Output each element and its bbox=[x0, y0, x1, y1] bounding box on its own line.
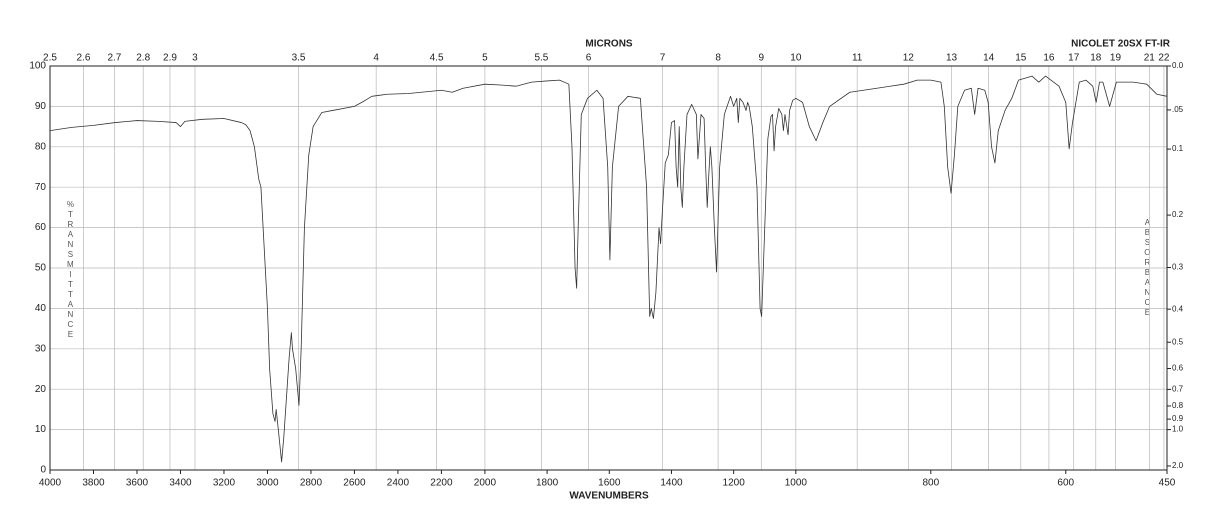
x2-tick-label: 19 bbox=[1110, 53, 1122, 64]
x-tick-label: 1200 bbox=[723, 478, 746, 489]
y-tick-label: 100 bbox=[29, 61, 46, 72]
x-tick-label: 3000 bbox=[256, 478, 279, 489]
y2-tick-label: 0.6 bbox=[1172, 364, 1184, 373]
y-axis-title: %TRANSMITTANCE bbox=[66, 200, 75, 340]
x2-tick-label: 2.6 bbox=[77, 53, 91, 64]
y2-tick-label: 0.0 bbox=[1172, 61, 1184, 70]
y-tick-label: 30 bbox=[35, 343, 47, 354]
x2-tick-label: 17 bbox=[1068, 53, 1080, 64]
x2-tick-label: 2.7 bbox=[107, 53, 121, 64]
y-tick-label: 90 bbox=[35, 101, 47, 112]
y2-tick-label: 0.8 bbox=[1172, 401, 1184, 410]
x2-tick-label: 6 bbox=[586, 53, 592, 64]
y2-tick-label: 0.5 bbox=[1172, 337, 1184, 346]
x-tick-label: 2400 bbox=[387, 478, 410, 489]
x2-tick-label: 18 bbox=[1090, 53, 1102, 64]
x2-tick-label: 4.5 bbox=[430, 53, 444, 64]
y2-tick-label: 0.4 bbox=[1172, 304, 1184, 313]
x-tick-label: 3800 bbox=[82, 478, 105, 489]
x-tick-label: 1600 bbox=[598, 478, 621, 489]
y2-tick-label: 0.2 bbox=[1172, 210, 1184, 219]
x2-tick-label: 11 bbox=[852, 53, 863, 64]
x2-tick-label: 4 bbox=[373, 53, 379, 64]
y-tick-label: 20 bbox=[35, 384, 47, 395]
x2-tick-label: 3.5 bbox=[292, 53, 306, 64]
x-tick-label: 2600 bbox=[343, 478, 366, 489]
y2-tick-label: 0.3 bbox=[1172, 263, 1184, 272]
x2-tick-label: 9 bbox=[759, 53, 765, 64]
y2-tick-label: 0.7 bbox=[1172, 385, 1184, 394]
x2-tick-label: 7 bbox=[660, 53, 666, 64]
x2-tick-label: 12 bbox=[903, 53, 915, 64]
x-tick-label: 1000 bbox=[785, 478, 808, 489]
x2-axis-title: MICRONS bbox=[585, 39, 633, 50]
plot-frame bbox=[49, 65, 1168, 471]
y2-tick-label: 2.0 bbox=[1172, 461, 1184, 470]
x-tick-label: 800 bbox=[922, 478, 939, 489]
y2-tick-label: 0.9 bbox=[1172, 414, 1184, 423]
x-tick-label: 2800 bbox=[300, 478, 323, 489]
x2-tick-label: 5 bbox=[482, 53, 488, 64]
y2-tick-label: .05 bbox=[1172, 105, 1184, 114]
y-tick-label: 0 bbox=[40, 465, 46, 476]
x-axis-title: WAVENUMBERS bbox=[569, 491, 649, 502]
x2-tick-label: 14 bbox=[983, 53, 995, 64]
x2-tick-label: 10 bbox=[790, 53, 802, 64]
x2-tick-label: 5.5 bbox=[534, 53, 548, 64]
y-tick-label: 60 bbox=[35, 222, 47, 233]
x-tick-label: 2200 bbox=[430, 478, 453, 489]
x2-tick-label: 8 bbox=[715, 53, 721, 64]
x-tick-label: 3400 bbox=[169, 478, 192, 489]
x-tick-label: 450 bbox=[1159, 478, 1176, 489]
y-tick-label: 70 bbox=[35, 182, 47, 193]
x2-tick-label: 2.8 bbox=[136, 53, 150, 64]
spectrum-line bbox=[49, 75, 1168, 463]
x-tick-label: 3600 bbox=[126, 478, 149, 489]
x2-tick-label: 15 bbox=[1015, 53, 1027, 64]
x2-tick-label: 22 bbox=[1158, 53, 1170, 64]
x-tick-label: 1400 bbox=[660, 478, 683, 489]
y2-tick-label: 1.0 bbox=[1172, 425, 1184, 434]
x2-tick-label: 13 bbox=[946, 53, 958, 64]
y-tick-label: 80 bbox=[35, 141, 47, 152]
x-tick-label: 3200 bbox=[213, 478, 236, 489]
x-tick-label: 4000 bbox=[39, 478, 62, 489]
x2-tick-label: 21 bbox=[1144, 53, 1156, 64]
y-tick-label: 10 bbox=[35, 424, 47, 435]
x2-tick-label: 16 bbox=[1043, 53, 1055, 64]
chart-title: NICOLET 20SX FT-IR bbox=[1071, 39, 1171, 50]
x2-tick-label: 3 bbox=[192, 53, 198, 64]
x2-tick-label: 2.5 bbox=[43, 53, 57, 64]
y-tick-label: 40 bbox=[35, 303, 47, 314]
y2-tick-label: 0.1 bbox=[1172, 144, 1184, 153]
x-tick-label: 1800 bbox=[536, 478, 559, 489]
x2-tick-label: 2.9 bbox=[163, 53, 177, 64]
x-tick-label: 2000 bbox=[474, 478, 497, 489]
x-tick-label: 600 bbox=[1057, 478, 1074, 489]
y-tick-label: 50 bbox=[35, 263, 47, 274]
